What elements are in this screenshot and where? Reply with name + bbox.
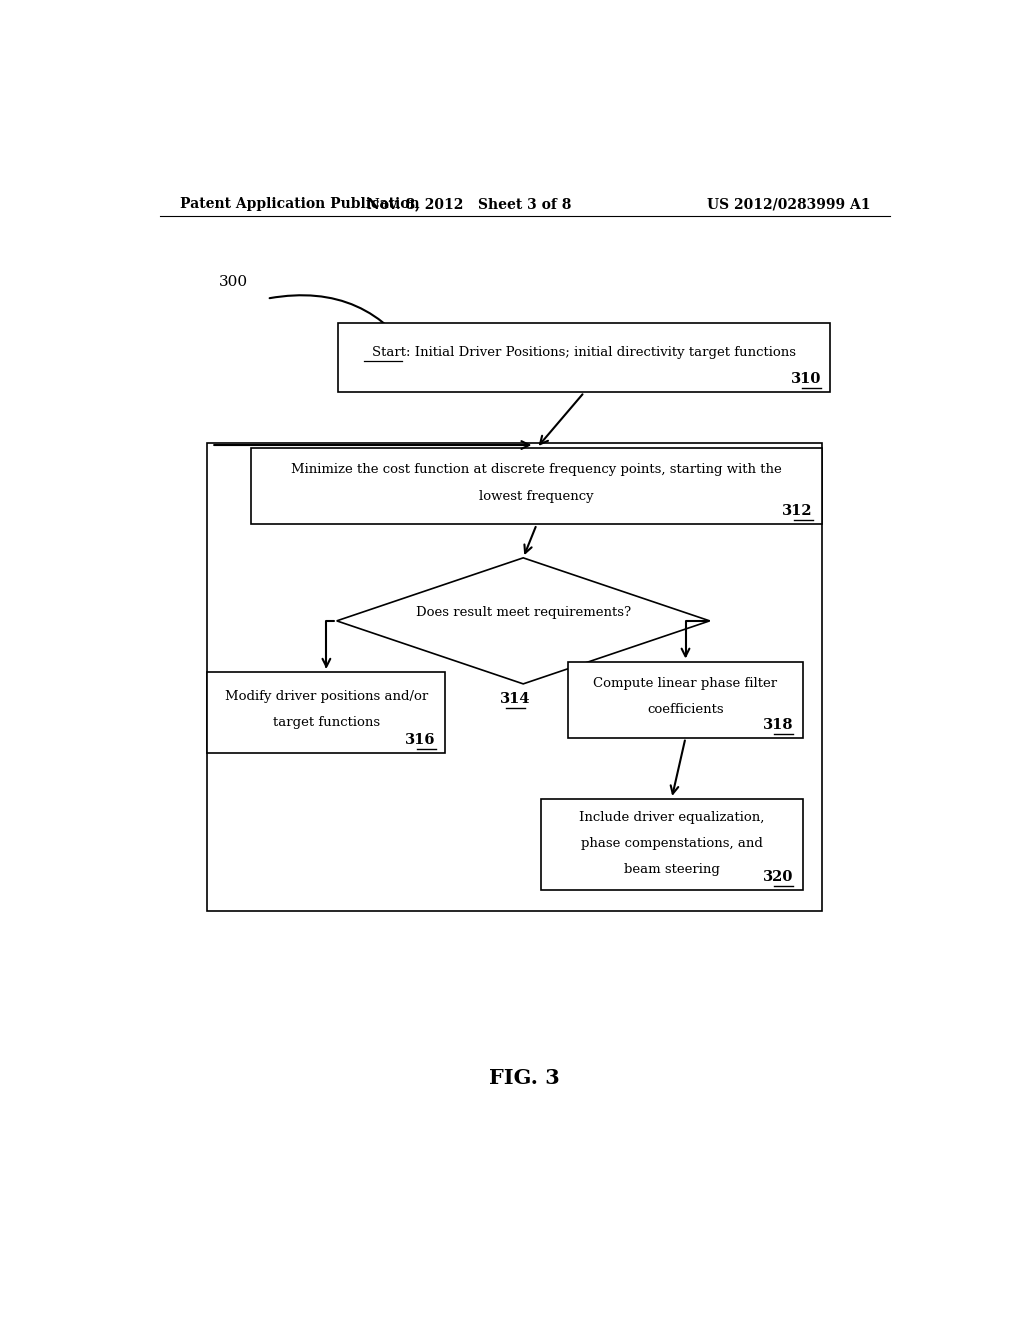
- Text: target functions: target functions: [272, 715, 380, 729]
- Text: 320: 320: [763, 870, 793, 884]
- Text: Nov. 8, 2012   Sheet 3 of 8: Nov. 8, 2012 Sheet 3 of 8: [367, 197, 571, 211]
- Text: 316: 316: [406, 733, 436, 747]
- Text: 318: 318: [763, 718, 793, 731]
- Text: US 2012/0283999 A1: US 2012/0283999 A1: [707, 197, 870, 211]
- Bar: [251, 447, 822, 524]
- Text: coefficients: coefficients: [647, 704, 724, 717]
- Text: FIG. 3: FIG. 3: [489, 1068, 560, 1088]
- Text: Start: Initial Driver Positions; initial directivity target functions: Start: Initial Driver Positions; initial…: [373, 346, 797, 359]
- Text: lowest frequency: lowest frequency: [479, 490, 594, 503]
- Text: Minimize the cost function at discrete frequency points, starting with the: Minimize the cost function at discrete f…: [292, 463, 782, 477]
- Bar: [338, 323, 830, 392]
- Text: Compute linear phase filter: Compute linear phase filter: [594, 677, 777, 690]
- Text: Modify driver positions and/or: Modify driver positions and/or: [225, 689, 428, 702]
- Polygon shape: [337, 558, 710, 684]
- Text: beam steering: beam steering: [624, 863, 720, 876]
- Bar: [207, 672, 445, 752]
- Text: 312: 312: [782, 504, 813, 519]
- Bar: [568, 661, 803, 738]
- Text: 310: 310: [791, 372, 821, 385]
- Text: 300: 300: [219, 276, 249, 289]
- Text: Does result meet requirements?: Does result meet requirements?: [416, 606, 631, 619]
- Bar: [541, 799, 803, 890]
- Text: Include driver equalization,: Include driver equalization,: [579, 810, 764, 824]
- Bar: [207, 444, 822, 911]
- Text: 314: 314: [500, 692, 530, 706]
- Text: phase compenstations, and: phase compenstations, and: [581, 837, 763, 850]
- Text: Patent Application Publication: Patent Application Publication: [179, 197, 419, 211]
